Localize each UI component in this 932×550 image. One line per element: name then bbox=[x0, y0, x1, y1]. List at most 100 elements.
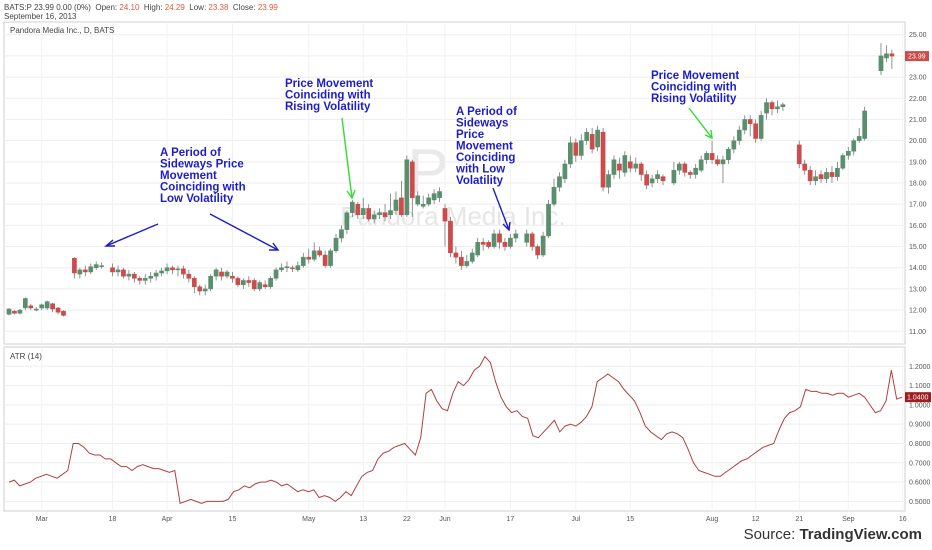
candle-body bbox=[360, 208, 366, 216]
price-tick-label: 22.00 bbox=[909, 96, 927, 103]
annotation-rising-vol-2: Price Movement Coinciding with Rising Vola… bbox=[651, 70, 739, 105]
candle-body bbox=[551, 186, 557, 205]
candle-body bbox=[110, 267, 115, 273]
candle-body bbox=[366, 208, 372, 220]
candle-body bbox=[431, 193, 437, 201]
candle-body bbox=[775, 106, 780, 110]
candle-body bbox=[818, 174, 824, 180]
candle-body bbox=[148, 275, 154, 279]
candle-body bbox=[829, 172, 835, 177]
x-tick-label: 15 bbox=[229, 516, 237, 523]
candle-body bbox=[344, 212, 350, 230]
candle-body bbox=[333, 237, 339, 252]
candle-body bbox=[780, 104, 786, 107]
candle-body bbox=[731, 140, 737, 150]
candle-body bbox=[611, 159, 617, 175]
atr-tick-label: 0.7000 bbox=[909, 460, 931, 467]
arrow-head-right bbox=[269, 242, 280, 251]
candle-body bbox=[513, 233, 519, 239]
candle-body bbox=[328, 250, 333, 266]
candle-body bbox=[241, 280, 246, 285]
candle-body bbox=[595, 129, 600, 148]
candle-body bbox=[17, 309, 23, 314]
candle-body bbox=[480, 242, 486, 245]
x-tick-label: 15 bbox=[626, 516, 634, 523]
x-tick-label: Aug bbox=[706, 516, 719, 523]
candle-body bbox=[720, 159, 726, 165]
quote-header: BATS:P 23.99 0.00 (0%) Open: 24.10 High:… bbox=[4, 3, 278, 12]
candle-body bbox=[796, 144, 802, 165]
candle-body bbox=[617, 163, 622, 171]
candle-body bbox=[851, 140, 857, 152]
candle-body bbox=[350, 201, 355, 213]
last-price-badge-label: 23.99 bbox=[908, 54, 926, 61]
candle-body bbox=[540, 235, 546, 256]
candle-body bbox=[273, 269, 279, 279]
x-tick-label: Apr bbox=[162, 516, 174, 523]
source-credit: Source: TradingView.com bbox=[744, 526, 922, 543]
candle-body bbox=[845, 150, 851, 156]
candle-body bbox=[121, 269, 126, 277]
arrow-head-left bbox=[104, 239, 115, 247]
atr-pane[interactable] bbox=[3, 346, 906, 512]
candle-body bbox=[224, 271, 230, 277]
candle-body bbox=[279, 267, 284, 271]
candle-body bbox=[562, 163, 568, 180]
price-tick-label: 21.00 bbox=[909, 117, 927, 124]
x-tick-label: Jul bbox=[571, 516, 580, 523]
candle-body bbox=[742, 119, 748, 131]
candle-body bbox=[627, 161, 633, 169]
candle-body bbox=[497, 233, 502, 243]
high-label: High: bbox=[143, 3, 163, 12]
candle-body bbox=[878, 55, 884, 71]
price-tick-label: 14.00 bbox=[909, 265, 927, 272]
atr-tick-label: 0.8000 bbox=[909, 441, 931, 448]
candle-body bbox=[426, 197, 431, 205]
price-tick-label: 25.00 bbox=[909, 32, 927, 39]
annotation-arrows-green bbox=[341, 107, 713, 200]
candle-body bbox=[884, 53, 889, 59]
candle-body bbox=[399, 197, 404, 216]
quote-date: September 16, 2013 bbox=[4, 12, 77, 21]
source-name: TradingView.com bbox=[799, 526, 922, 543]
candle-body bbox=[404, 159, 410, 216]
candle-body bbox=[186, 273, 192, 279]
candle-body bbox=[197, 286, 203, 292]
price-tick-label: 17.00 bbox=[909, 202, 927, 209]
candle-body bbox=[660, 176, 666, 182]
candle-body bbox=[306, 256, 312, 260]
candle-body bbox=[99, 265, 105, 267]
price-tick-label: 15.00 bbox=[909, 244, 927, 251]
candle-body bbox=[191, 278, 197, 288]
candle-body bbox=[181, 268, 186, 275]
x-tick-label: 18 bbox=[109, 516, 117, 523]
atr-series-line bbox=[8, 355, 903, 504]
arrow-aug-rising-vol bbox=[688, 107, 713, 139]
candle-body bbox=[655, 174, 660, 180]
candle-body bbox=[230, 275, 235, 279]
candle-body bbox=[311, 250, 317, 260]
price-tick-label: 23.00 bbox=[909, 75, 927, 82]
candle-body bbox=[469, 252, 475, 262]
candle-body bbox=[726, 148, 731, 160]
candle-body bbox=[213, 269, 219, 277]
annotation-arrows-blue bbox=[104, 187, 511, 251]
last-atr-badge bbox=[905, 392, 931, 403]
price-tick-label: 18.00 bbox=[909, 181, 927, 188]
candle-body bbox=[753, 123, 758, 139]
candle-body bbox=[170, 267, 175, 271]
annotation-low-vol-1: A Period of Sideways Price Movement Coincid… bbox=[160, 147, 246, 205]
arrow-right-low-vol bbox=[209, 213, 279, 251]
candle-body bbox=[355, 203, 361, 216]
candle-body bbox=[769, 102, 775, 110]
x-tick-label: Sep bbox=[842, 516, 855, 523]
last-price-badge bbox=[905, 51, 929, 62]
candle-body bbox=[486, 242, 491, 247]
candle-body bbox=[23, 298, 28, 309]
atr-tick-label: 1.0000 bbox=[909, 402, 931, 409]
candle-body bbox=[824, 172, 829, 180]
candle-body bbox=[44, 301, 50, 309]
candle-body bbox=[573, 142, 579, 156]
candle-body bbox=[235, 278, 241, 285]
